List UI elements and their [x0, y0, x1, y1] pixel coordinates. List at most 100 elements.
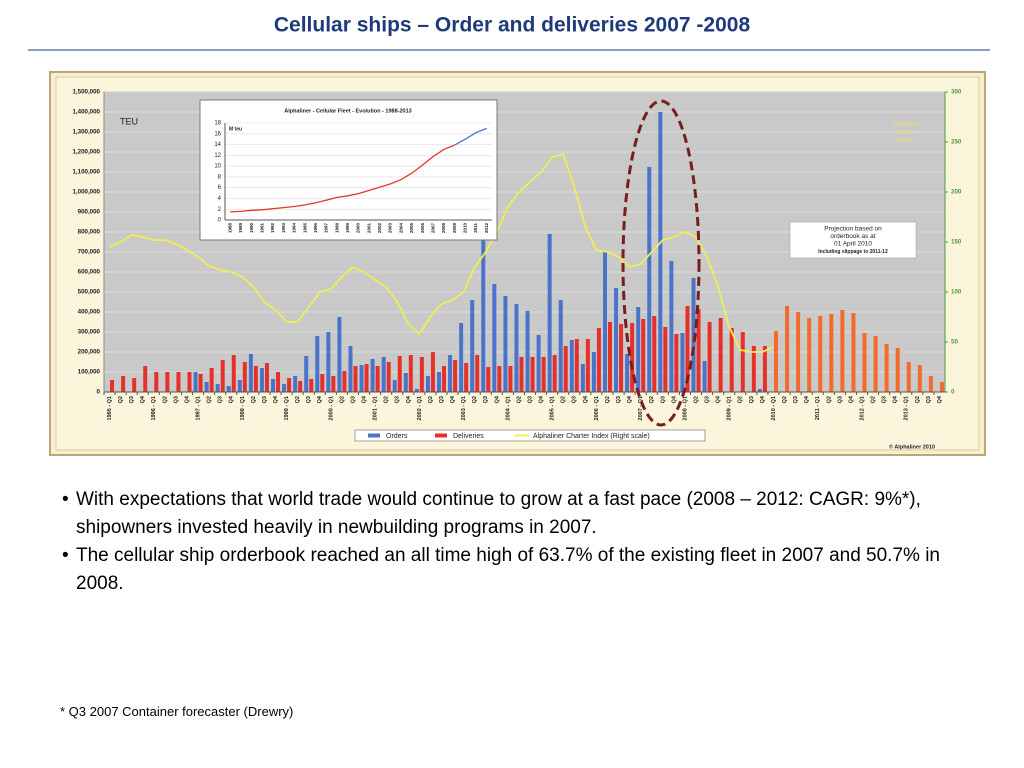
bar — [647, 167, 652, 392]
inset-x-tick-label: 2005 — [409, 223, 414, 234]
y2-axis-label: Alphaliner — [892, 122, 919, 128]
y-tick-label: 100,000 — [78, 369, 101, 376]
bar — [248, 354, 253, 392]
bar — [231, 355, 236, 392]
annotation-box — [789, 221, 917, 259]
bar — [519, 357, 524, 392]
y-tick-label: 700,000 — [78, 249, 101, 256]
bar — [259, 368, 264, 392]
x-tick-label: Q4 — [494, 395, 500, 403]
x-tick-label: 2008 - Q1 — [682, 396, 688, 420]
bar — [121, 376, 126, 392]
bar — [552, 355, 557, 392]
bar — [165, 372, 170, 392]
bar — [271, 379, 276, 392]
inset-x-tick-label: 1995 — [302, 223, 307, 234]
bar — [674, 334, 679, 392]
bar — [928, 376, 933, 392]
inset-x-tick-label: 1991 — [260, 223, 265, 234]
inset-x-tick-label: 2001 — [366, 223, 371, 234]
bar — [530, 357, 535, 392]
x-tick-label: Q4 — [804, 395, 810, 403]
x-tick-label: Q3 — [749, 396, 755, 403]
bar — [193, 372, 198, 392]
y-tick-label: 1,400,000 — [72, 109, 100, 116]
bar — [563, 346, 568, 392]
x-tick-label: Q3 — [395, 396, 401, 403]
x-tick-label: 2002 - Q1 — [417, 396, 423, 420]
bar — [917, 365, 922, 392]
bar — [691, 278, 696, 392]
x-tick-label: 1998 - Q1 — [240, 396, 246, 420]
bar — [541, 357, 546, 392]
y-tick-label: 800,000 — [78, 229, 101, 236]
y-tick-label: 200,000 — [78, 349, 101, 356]
inset-x-tick-label: 2007 — [430, 223, 435, 234]
bar — [326, 332, 331, 392]
bar — [696, 309, 701, 392]
x-tick-label: 2009 - Q1 — [727, 396, 733, 420]
bar — [729, 328, 734, 392]
inset-y-label: M teu — [229, 126, 242, 132]
x-tick-label: Q3 — [837, 396, 843, 403]
line-series — [109, 152, 774, 353]
x-tick-label: Q4 — [539, 395, 545, 403]
x-tick-label: Q2 — [782, 396, 788, 403]
x-tick-label: Q2 — [295, 396, 301, 403]
x-tick-label: Q2 — [516, 396, 522, 403]
inset-line — [454, 127, 487, 146]
legend-swatch — [368, 433, 380, 438]
inset-x-tick-label: 1990 — [249, 223, 254, 234]
inset-x-tick-label: 1988 — [228, 223, 233, 234]
bar — [685, 306, 690, 392]
y-tick-label: 1,500,000 — [72, 89, 100, 96]
x-tick-label: Q3 — [262, 396, 268, 403]
bar — [680, 333, 685, 392]
bar — [437, 372, 442, 392]
bar — [630, 323, 635, 392]
y2-tick-label: 250 — [951, 139, 962, 146]
bar — [862, 333, 867, 392]
bar — [818, 316, 823, 392]
bar — [807, 318, 812, 392]
x-tick-label: Q3 — [616, 396, 622, 403]
bar — [176, 372, 181, 392]
x-tick-label: Q3 — [306, 396, 312, 403]
inset-y-tick-label: 14 — [214, 142, 221, 148]
x-tick-label: Q4 — [671, 395, 677, 403]
x-tick-label: Q4 — [627, 395, 633, 403]
bar — [226, 386, 231, 392]
bar — [381, 357, 386, 392]
x-tick-label: Q3 — [572, 396, 578, 403]
x-tick-label: Q4 — [184, 395, 190, 403]
x-tick-label: 2005 - Q1 — [550, 396, 556, 420]
bar — [414, 389, 419, 392]
bar — [320, 374, 325, 392]
y-tick-label: 1,000,000 — [72, 189, 100, 196]
x-tick-label: 2010 - Q1 — [771, 396, 777, 420]
x-tick-label: Q4 — [848, 395, 854, 403]
bar — [840, 310, 845, 392]
bar — [796, 312, 801, 392]
x-tick-label: 2012 - Q1 — [859, 396, 865, 420]
x-tick-label: Q2 — [826, 396, 832, 403]
bar — [884, 344, 889, 392]
inset-x-tick-label: 2008 — [441, 223, 446, 234]
inset-y-tick-label: 2 — [218, 207, 222, 213]
inset-y-tick-label: 4 — [218, 196, 222, 202]
inset-y-tick-label: 18 — [214, 121, 221, 127]
bar — [591, 352, 596, 392]
bar — [619, 324, 624, 392]
inset-x-tick-label: 1997 — [324, 223, 329, 234]
annotation: Including slippage to 2011-12 — [818, 249, 888, 255]
x-tick-label: Q2 — [251, 396, 257, 403]
bar — [348, 346, 353, 392]
bar — [658, 112, 663, 392]
inset-x-tick-label: 2012 — [484, 223, 489, 234]
inset-y-tick-label: 6 — [218, 185, 222, 191]
bullet: With expectations that world trade would… — [60, 486, 990, 542]
y-tick-label: 500,000 — [78, 289, 101, 296]
bar — [204, 382, 209, 392]
x-tick-label: Q3 — [926, 396, 932, 403]
annotation: 01 April 2010 — [834, 241, 872, 248]
